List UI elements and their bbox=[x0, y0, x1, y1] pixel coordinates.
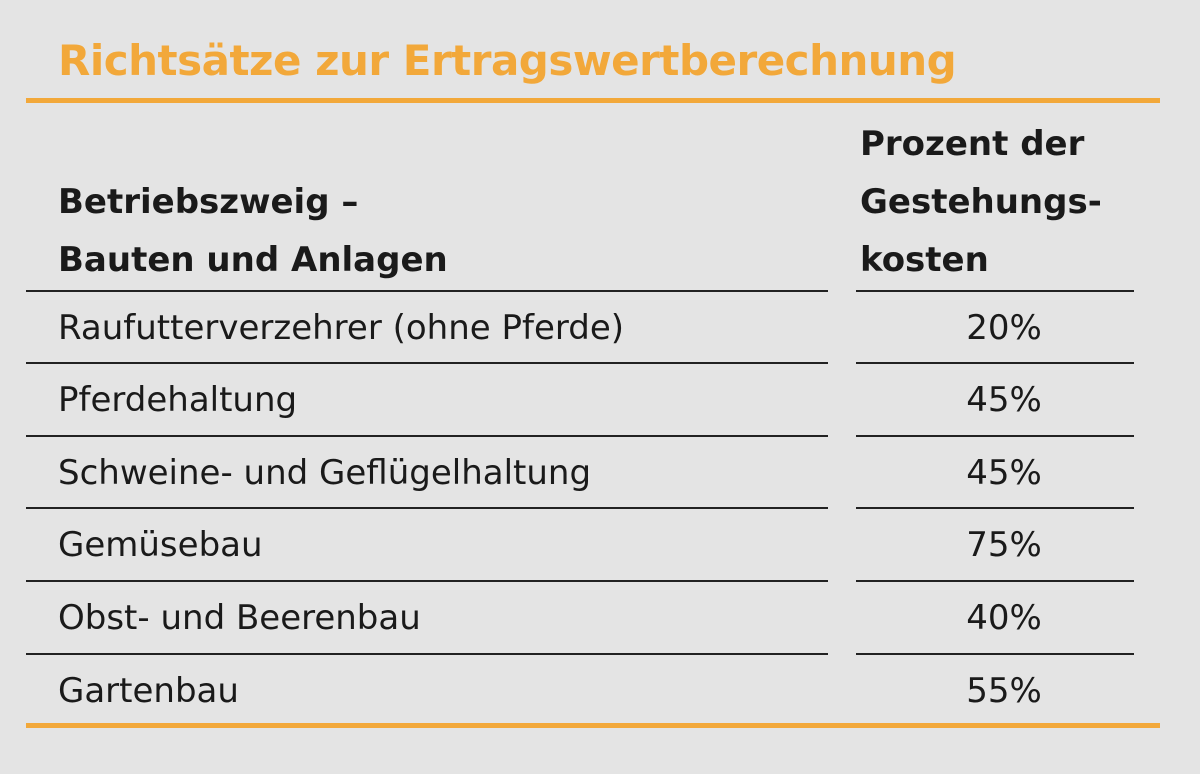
column-header-line: Betriebszweig – bbox=[58, 182, 359, 222]
table-title: Richtsätze zur Ertragswertberechnung bbox=[58, 36, 957, 85]
row-label: Schweine- und Geflügelhaltung bbox=[58, 453, 592, 493]
row-value: 55% bbox=[966, 671, 1042, 711]
row-label: Pferdehaltung bbox=[58, 380, 298, 420]
table-row: Pferdehaltung 45% bbox=[0, 364, 1200, 436]
row-value: 20% bbox=[966, 308, 1042, 348]
row-divider bbox=[26, 580, 828, 582]
row-divider bbox=[856, 362, 1134, 364]
row-divider bbox=[26, 435, 828, 437]
table-row: Obst- und Beerenbau 40% bbox=[0, 582, 1200, 654]
header-divider bbox=[856, 290, 1134, 292]
row-label: Gartenbau bbox=[58, 671, 239, 711]
row-label: Obst- und Beerenbau bbox=[58, 598, 421, 638]
column-header-prozent: Prozent der Gestehungs- kosten bbox=[860, 115, 1102, 289]
bottom-rule bbox=[26, 723, 1160, 728]
row-value: 45% bbox=[966, 453, 1042, 493]
table-row: Gartenbau 55% bbox=[0, 655, 1200, 727]
title-rule bbox=[26, 98, 1160, 103]
table-row: Schweine- und Geflügelhaltung 45% bbox=[0, 437, 1200, 509]
row-value: 75% bbox=[966, 525, 1042, 565]
row-label: Raufutterverzehrer (ohne Pferde) bbox=[58, 308, 625, 348]
row-divider bbox=[856, 507, 1134, 509]
row-label: Gemüsebau bbox=[58, 525, 263, 565]
column-header-betriebszweig: Betriebszweig – Bauten und Anlagen bbox=[58, 173, 448, 289]
row-divider bbox=[856, 580, 1134, 582]
row-divider bbox=[26, 507, 828, 509]
row-divider bbox=[26, 653, 828, 655]
row-divider bbox=[856, 435, 1134, 437]
row-value: 40% bbox=[966, 598, 1042, 638]
column-header-line: Bauten und Anlagen bbox=[58, 240, 448, 280]
table-row: Gemüsebau 75% bbox=[0, 509, 1200, 581]
column-header-line: Gestehungs- bbox=[860, 182, 1102, 222]
column-header-line: Prozent der bbox=[860, 124, 1085, 164]
row-divider bbox=[856, 653, 1134, 655]
header-divider bbox=[26, 290, 828, 292]
table-row: Raufutterverzehrer (ohne Pferde) 20% bbox=[0, 292, 1200, 364]
row-divider bbox=[26, 362, 828, 364]
row-value: 45% bbox=[966, 380, 1042, 420]
column-header-line: kosten bbox=[860, 240, 989, 280]
